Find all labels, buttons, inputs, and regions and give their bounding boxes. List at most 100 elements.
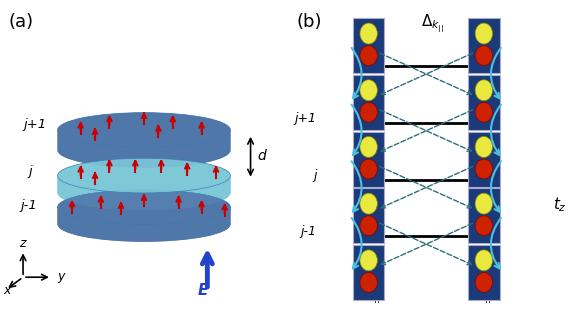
Ellipse shape bbox=[58, 158, 230, 193]
Ellipse shape bbox=[475, 80, 492, 101]
Ellipse shape bbox=[58, 117, 230, 152]
Ellipse shape bbox=[58, 123, 230, 157]
Ellipse shape bbox=[58, 113, 230, 148]
Ellipse shape bbox=[58, 174, 230, 209]
Ellipse shape bbox=[58, 165, 230, 199]
Ellipse shape bbox=[58, 123, 230, 158]
Ellipse shape bbox=[58, 129, 230, 164]
Text: (b): (b) bbox=[297, 13, 322, 31]
Ellipse shape bbox=[58, 120, 230, 154]
Ellipse shape bbox=[58, 129, 230, 163]
Text: d: d bbox=[257, 149, 267, 163]
Ellipse shape bbox=[58, 164, 230, 198]
Ellipse shape bbox=[58, 203, 230, 238]
Ellipse shape bbox=[58, 133, 230, 168]
Ellipse shape bbox=[58, 171, 230, 205]
Ellipse shape bbox=[360, 23, 377, 44]
Ellipse shape bbox=[360, 80, 377, 101]
Ellipse shape bbox=[58, 158, 230, 193]
Ellipse shape bbox=[360, 46, 377, 66]
Ellipse shape bbox=[58, 117, 230, 152]
Bar bbox=[468, 188, 499, 243]
Ellipse shape bbox=[58, 172, 230, 207]
Ellipse shape bbox=[475, 159, 492, 179]
Ellipse shape bbox=[58, 206, 230, 241]
Ellipse shape bbox=[475, 216, 492, 236]
Bar bbox=[353, 75, 385, 130]
Bar bbox=[353, 245, 385, 300]
Ellipse shape bbox=[58, 118, 230, 153]
Text: j+1: j+1 bbox=[23, 117, 46, 131]
Ellipse shape bbox=[58, 115, 230, 149]
Ellipse shape bbox=[58, 169, 230, 204]
Ellipse shape bbox=[58, 170, 230, 204]
Ellipse shape bbox=[58, 194, 230, 229]
Ellipse shape bbox=[58, 125, 230, 159]
Ellipse shape bbox=[58, 161, 230, 196]
Ellipse shape bbox=[58, 195, 230, 230]
Ellipse shape bbox=[58, 128, 230, 162]
Ellipse shape bbox=[58, 125, 230, 160]
Ellipse shape bbox=[58, 173, 230, 208]
Text: x: x bbox=[3, 284, 10, 297]
Ellipse shape bbox=[360, 250, 377, 271]
Text: $-k_{||}$: $-k_{||}$ bbox=[357, 288, 381, 306]
Ellipse shape bbox=[58, 200, 230, 235]
Ellipse shape bbox=[58, 193, 230, 227]
Ellipse shape bbox=[58, 124, 230, 158]
Ellipse shape bbox=[58, 163, 230, 198]
Ellipse shape bbox=[58, 167, 230, 202]
Ellipse shape bbox=[58, 112, 230, 147]
Ellipse shape bbox=[475, 46, 492, 66]
Ellipse shape bbox=[58, 168, 230, 203]
Ellipse shape bbox=[58, 169, 230, 203]
Ellipse shape bbox=[58, 193, 230, 228]
Ellipse shape bbox=[58, 115, 230, 150]
Ellipse shape bbox=[58, 196, 230, 230]
Ellipse shape bbox=[360, 193, 377, 214]
Ellipse shape bbox=[58, 166, 230, 201]
Ellipse shape bbox=[58, 126, 230, 161]
Ellipse shape bbox=[58, 195, 230, 229]
Ellipse shape bbox=[58, 173, 230, 207]
Text: (a): (a) bbox=[9, 13, 34, 31]
Text: $\Delta_{k_{||}}$: $\Delta_{k_{||}}$ bbox=[420, 13, 444, 35]
Bar bbox=[353, 18, 385, 73]
Ellipse shape bbox=[58, 113, 230, 147]
Ellipse shape bbox=[475, 136, 492, 158]
Ellipse shape bbox=[475, 23, 492, 44]
Ellipse shape bbox=[58, 192, 230, 226]
Ellipse shape bbox=[58, 133, 230, 168]
Text: j-1: j-1 bbox=[20, 199, 37, 213]
Text: j: j bbox=[313, 169, 317, 181]
Ellipse shape bbox=[58, 160, 230, 195]
Ellipse shape bbox=[58, 119, 230, 154]
Ellipse shape bbox=[58, 204, 230, 239]
Ellipse shape bbox=[58, 127, 230, 161]
Text: $k_{||}$: $k_{||}$ bbox=[477, 288, 491, 306]
Ellipse shape bbox=[360, 159, 377, 179]
Ellipse shape bbox=[360, 136, 377, 158]
Ellipse shape bbox=[58, 176, 230, 210]
Ellipse shape bbox=[58, 122, 230, 157]
Ellipse shape bbox=[58, 202, 230, 236]
Ellipse shape bbox=[58, 131, 230, 166]
Ellipse shape bbox=[360, 102, 377, 122]
Ellipse shape bbox=[58, 159, 230, 194]
Ellipse shape bbox=[58, 171, 230, 206]
Bar bbox=[468, 18, 499, 73]
Ellipse shape bbox=[58, 198, 230, 232]
Ellipse shape bbox=[58, 130, 230, 165]
Ellipse shape bbox=[58, 132, 230, 166]
Ellipse shape bbox=[58, 207, 230, 241]
Ellipse shape bbox=[58, 164, 230, 199]
Ellipse shape bbox=[58, 190, 230, 225]
Bar bbox=[468, 75, 499, 130]
Bar bbox=[468, 245, 499, 300]
Text: z: z bbox=[18, 237, 25, 250]
Bar bbox=[353, 188, 385, 243]
Ellipse shape bbox=[58, 114, 230, 149]
Ellipse shape bbox=[58, 207, 230, 242]
Ellipse shape bbox=[475, 250, 492, 271]
Ellipse shape bbox=[58, 201, 230, 236]
